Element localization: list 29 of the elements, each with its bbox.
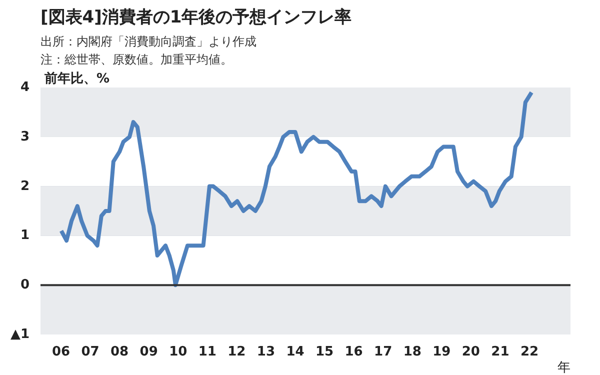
line-series <box>59 90 534 288</box>
chart-title: [図表4]消費者の1年後の予想インフレ率 <box>40 8 352 28</box>
x-tick-label: 15 <box>315 344 334 360</box>
y-tick-label: 3 <box>20 129 30 144</box>
y-tick-label: 1 <box>20 228 30 244</box>
x-tick-label: 06 <box>52 344 70 360</box>
y-tick-label: ▲1 <box>10 327 30 342</box>
x-tick-label: 18 <box>403 344 422 360</box>
x-tick-label: 20 <box>462 344 480 360</box>
x-tick-label: 19 <box>432 344 451 360</box>
x-tick-label: 09 <box>140 344 158 360</box>
x-tick-label: 22 <box>520 344 539 360</box>
x-tick-label: 14 <box>286 344 304 360</box>
x-tick-label: 13 <box>256 344 276 360</box>
x-tick-label: 17 <box>374 344 392 360</box>
x-axis-title: 年 <box>558 360 570 375</box>
y-tick-label: 0 <box>20 278 30 293</box>
x-tick-label: 12 <box>228 344 246 360</box>
x-tick-label: 11 <box>198 344 216 360</box>
x-tick-label: 21 <box>491 344 510 360</box>
text: 出所：内閣府「消費動向調査」より作成 <box>40 34 256 48</box>
x-tick-label: 10 <box>169 344 188 360</box>
x-tick-label: 16 <box>344 344 363 360</box>
x-tick-label: 08 <box>110 344 129 360</box>
text: 注：総世帯、原数値。加重平均値。 <box>40 52 232 66</box>
x-tick-label: 07 <box>81 344 100 360</box>
y-tick-label: 4 <box>20 80 30 95</box>
y-axis-title: 前年比、% <box>44 72 110 86</box>
y-tick-label: 2 <box>20 178 30 194</box>
